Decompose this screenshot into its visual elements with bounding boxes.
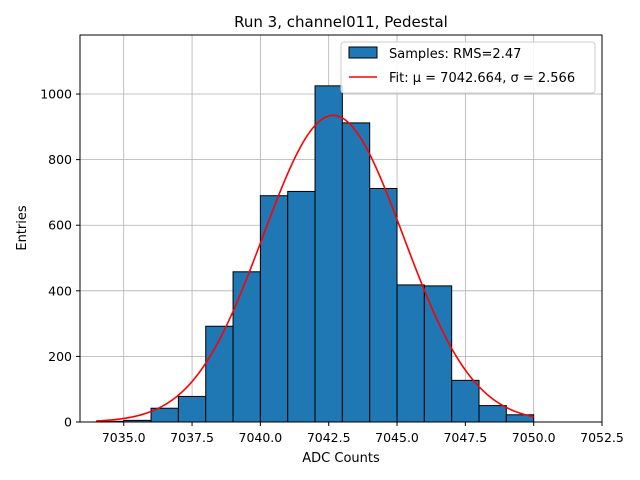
x-tick-label: 7042.5 — [307, 430, 351, 445]
legend-label-samples: Samples: RMS=2.47 — [389, 47, 521, 62]
x-tick-label: 7052.5 — [580, 430, 624, 445]
histogram-bars — [95, 85, 535, 423]
y-tick-label: 400 — [48, 283, 72, 298]
y-tick-label: 1000 — [40, 87, 72, 102]
histogram-bar — [259, 195, 289, 423]
y-tick-label: 200 — [48, 349, 72, 364]
histogram-bar — [287, 190, 316, 423]
legend-box — [340, 41, 596, 94]
y-axis-label: Entries — [15, 205, 30, 251]
legend: Samples: RMS=2.47 Fit: μ = 7042.664, σ =… — [340, 41, 596, 94]
fit-curve — [96, 114, 534, 422]
legend-label-fit: Fit: μ = 7042.664, σ = 2.566 — [389, 71, 575, 86]
x-axis-ticks: 7035.0 7037.5 7040.0 7042.5 7045.0 7047.5 7050… — [102, 422, 624, 445]
histogram-bar — [232, 271, 261, 423]
histogram-bar — [396, 284, 425, 423]
histogram-bar — [451, 379, 480, 423]
y-axis-ticks: 0 200 400 600 800 1000 — [40, 87, 80, 430]
y-tick-label: 800 — [48, 152, 72, 167]
x-tick-label: 7040.0 — [239, 430, 283, 445]
x-axis-label: ADC Counts — [302, 451, 380, 466]
legend-swatch-samples — [348, 46, 378, 59]
x-tick-label: 7037.5 — [170, 430, 214, 445]
plot-frame — [79, 34, 603, 423]
histogram-bar — [423, 285, 453, 423]
chart-title: Run 3, channel011, Pedestal — [234, 13, 448, 31]
x-tick-label: 7045.0 — [375, 430, 419, 445]
x-tick-label: 7050.0 — [512, 430, 556, 445]
histogram-bar — [314, 85, 343, 423]
histogram-bar — [478, 405, 507, 423]
x-tick-label: 7047.5 — [443, 430, 487, 445]
y-tick-label: 600 — [48, 218, 72, 233]
x-tick-label: 7035.0 — [102, 430, 146, 445]
y-tick-label: 0 — [64, 415, 72, 430]
histogram-bar — [341, 122, 371, 423]
histogram-bar — [369, 187, 398, 423]
histogram-bar — [177, 395, 207, 423]
